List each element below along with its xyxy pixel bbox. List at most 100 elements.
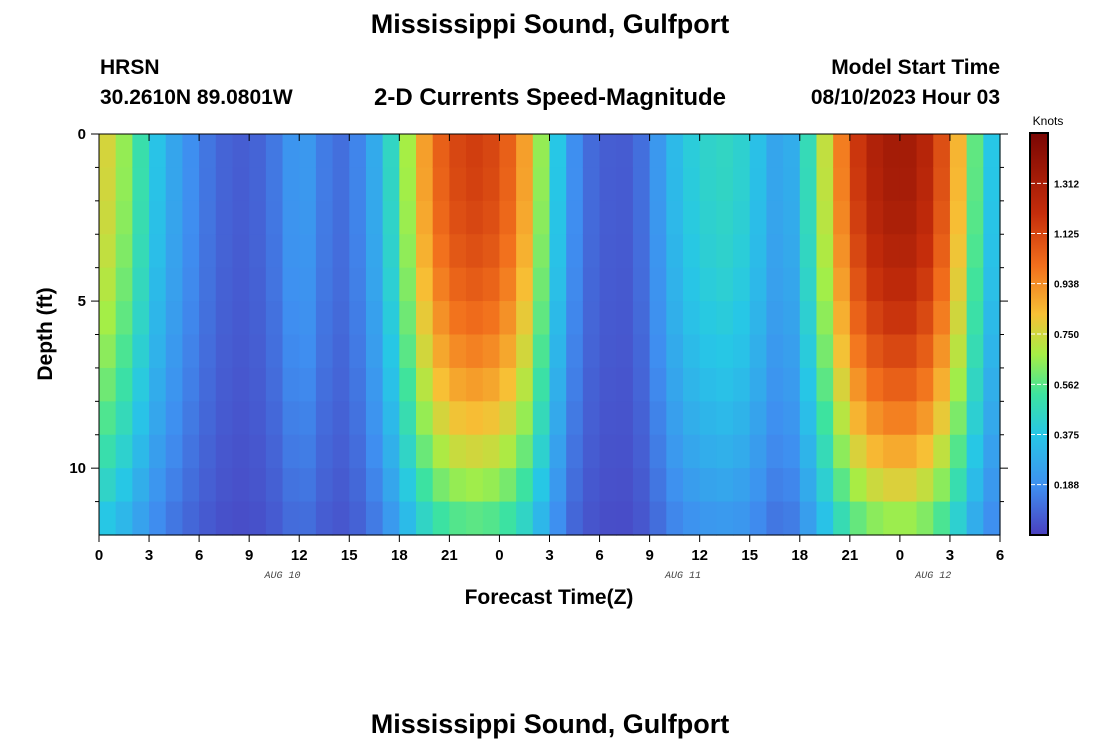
heatmap-cell (916, 367, 934, 402)
heatmap-cell (582, 200, 601, 235)
heatmap-cell (716, 367, 734, 402)
heatmap-cell (449, 468, 467, 503)
heatmap-cell (449, 200, 467, 235)
heatmap-cell (632, 134, 651, 169)
heatmap-cells (99, 134, 1001, 536)
heatmap-cell (883, 367, 901, 402)
heatmap-cell (616, 200, 634, 235)
heatmap-cell (466, 200, 484, 235)
heatmap-cell (666, 200, 684, 235)
heatmap-cell (849, 334, 868, 369)
heatmap-cell (382, 267, 400, 302)
heatmap-cell (99, 334, 117, 369)
heatmap-cell (532, 501, 551, 536)
heatmap-cell (682, 267, 701, 302)
heatmap-cell (99, 301, 117, 336)
x-tick-label: 15 (341, 547, 358, 564)
heatmap-cell (716, 434, 734, 469)
heatmap-cell (382, 401, 400, 436)
heatmap-cell (315, 367, 334, 402)
x-tick-label: 3 (545, 547, 553, 564)
heatmap-cell (749, 468, 768, 503)
heatmap-cell (783, 134, 801, 169)
heatmap-cell (499, 468, 517, 503)
heatmap-cell (499, 334, 517, 369)
heatmap-cell (115, 501, 133, 536)
heatmap-cell (149, 301, 167, 336)
heatmap-cell (632, 367, 651, 402)
heatmap-cell (549, 167, 567, 202)
heatmap-cell (933, 234, 951, 269)
heatmap-cell (449, 267, 467, 302)
heatmap-cell (632, 501, 651, 536)
heatmap-cell (315, 501, 334, 536)
heatmap-cell (933, 134, 951, 169)
heatmap-cell (265, 234, 284, 269)
heatmap-cell (833, 501, 851, 536)
heatmap-cell (699, 200, 717, 235)
heatmap-cell (165, 434, 184, 469)
heatmap-cell (315, 434, 334, 469)
x-tick-label: 9 (245, 547, 253, 564)
heatmap-cell (382, 200, 400, 235)
colorbar-tick-label: 0.562 (1054, 380, 1079, 391)
heatmap-cell (365, 334, 384, 369)
heatmap-cell (616, 334, 634, 369)
heatmap-cell (682, 434, 701, 469)
heatmap-cell (566, 501, 584, 536)
heatmap-cell (866, 501, 884, 536)
heatmap-cell (949, 367, 968, 402)
heatmap-cell (849, 501, 868, 536)
heatmap-cell (482, 367, 501, 402)
x-tick-label: 0 (95, 547, 103, 564)
heatmap-cell (866, 434, 884, 469)
heatmap-cell (649, 167, 667, 202)
heatmap-cell (749, 167, 768, 202)
heatmap-cell (949, 200, 968, 235)
heatmap-cell (199, 401, 217, 436)
heatmap-cell (282, 267, 300, 302)
heatmap-cell (983, 167, 1001, 202)
colorbar-tick-label: 0.188 (1054, 481, 1079, 492)
heatmap-cell (566, 301, 584, 336)
x-tick-label: 12 (291, 547, 308, 564)
heatmap-cell (666, 267, 684, 302)
heatmap-cell (132, 234, 150, 269)
heatmap-cell (99, 234, 117, 269)
heatmap-cell (115, 301, 133, 336)
heatmap-cell (766, 200, 784, 235)
heatmap-cell (516, 200, 534, 235)
heatmap-cell (265, 468, 284, 503)
heatmap-cell (816, 267, 834, 302)
heatmap-cell (349, 234, 367, 269)
heatmap-cell (499, 267, 517, 302)
heatmap-cell (783, 434, 801, 469)
heatmap-cell (799, 468, 818, 503)
heatmap-cell (749, 134, 768, 169)
heatmap-cell (215, 401, 234, 436)
heatmap-cell (532, 301, 551, 336)
heatmap-cell (983, 401, 1001, 436)
heatmap-cell (632, 301, 651, 336)
heatmap-cell (349, 434, 367, 469)
heatmap-cell (582, 334, 601, 369)
heatmap-cell (132, 134, 150, 169)
heatmap-cell (249, 367, 267, 402)
heatmap-cell (966, 334, 984, 369)
heatmap-cell (249, 200, 267, 235)
heatmap-cell (666, 167, 684, 202)
heatmap-cell (165, 468, 184, 503)
heatmap-cell (649, 234, 667, 269)
heatmap-cell (733, 334, 751, 369)
heatmap-cell (899, 167, 918, 202)
heatmap-cell (149, 267, 167, 302)
heatmap-cell (215, 434, 234, 469)
heatmap-cell (99, 468, 117, 503)
heatmap-cell (799, 367, 818, 402)
heatmap-cell (149, 501, 167, 536)
heatmap-cell (449, 334, 467, 369)
heatmap-cell (299, 267, 317, 302)
heatmap-cell (899, 267, 918, 302)
heatmap-cell (933, 468, 951, 503)
heatmap-cell (416, 501, 434, 536)
